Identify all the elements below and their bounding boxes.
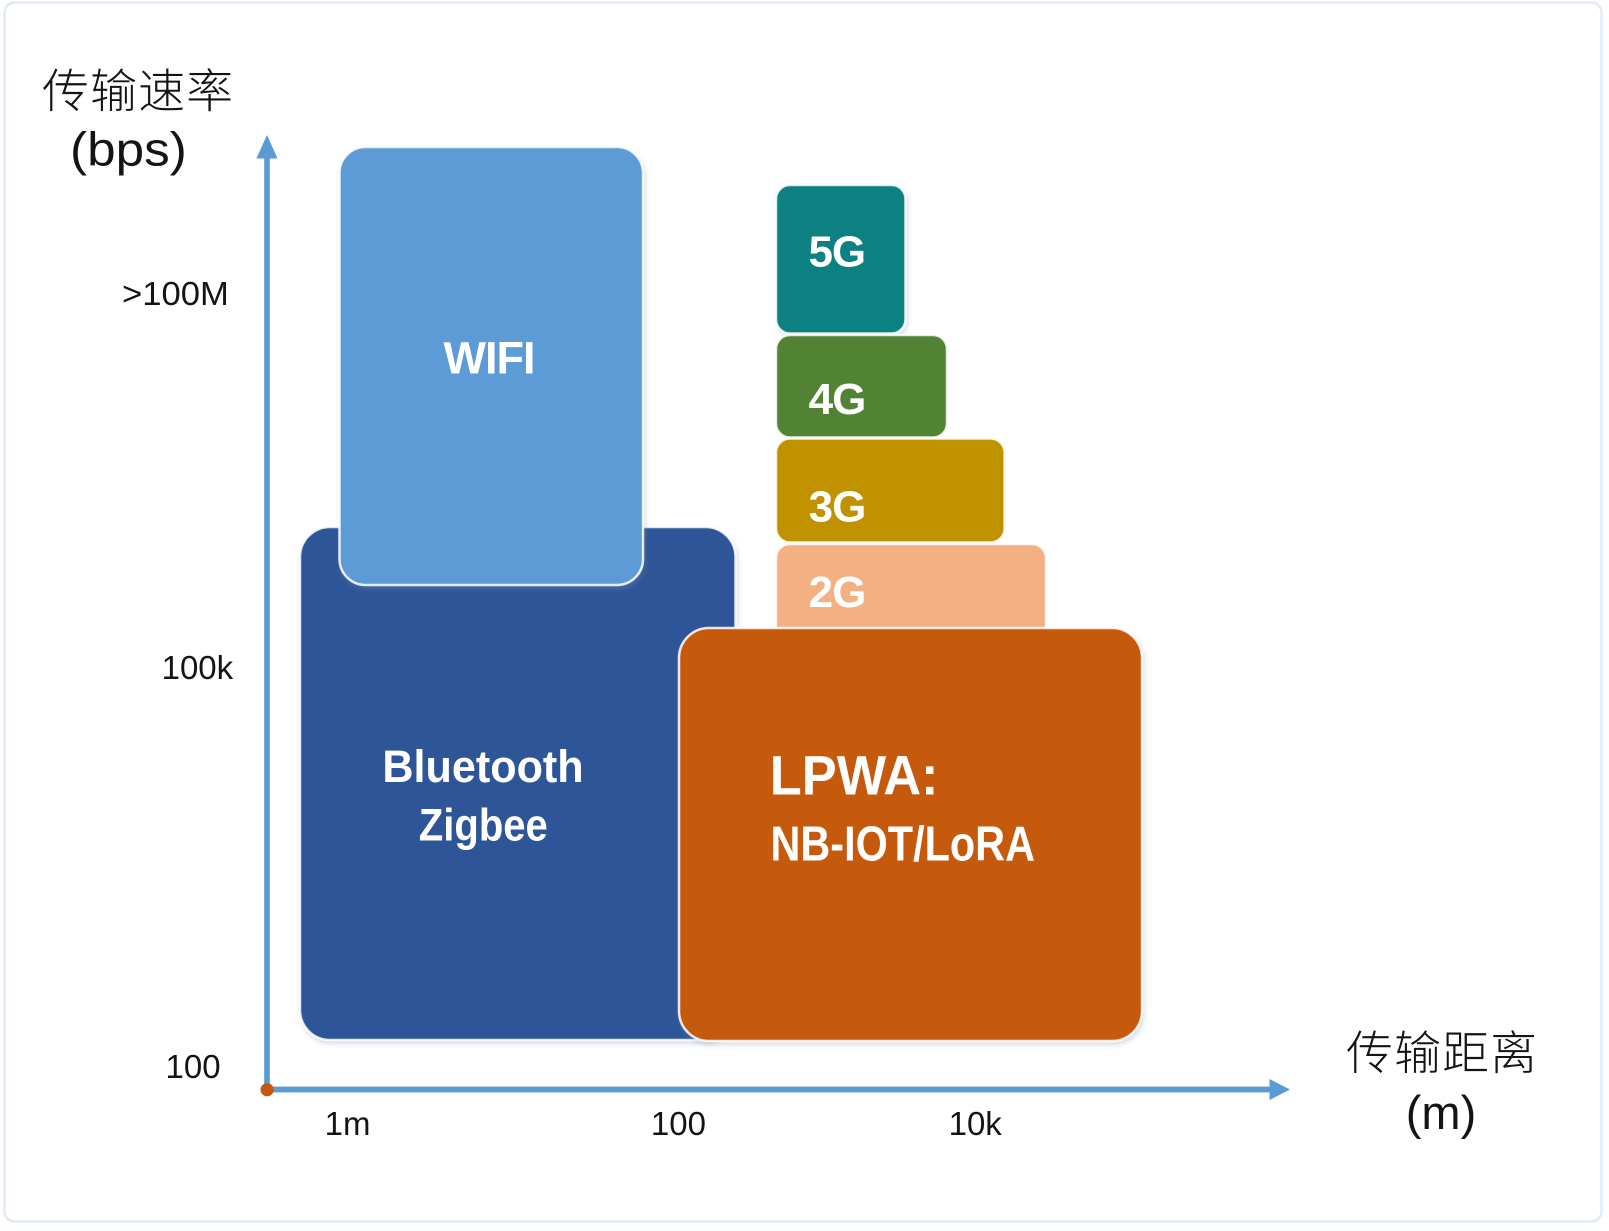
- svg-text:2G: 2G: [809, 568, 866, 617]
- svg-text:>100M: >100M: [122, 276, 229, 313]
- svg-text:LPWA:: LPWA:: [770, 745, 939, 807]
- svg-text:4G: 4G: [809, 375, 866, 424]
- svg-text:WIFI: WIFI: [444, 333, 535, 384]
- svg-text:(bps): (bps): [70, 124, 187, 177]
- svg-text:3G: 3G: [809, 482, 866, 531]
- svg-text:(m): (m): [1406, 1086, 1476, 1139]
- svg-text:1m: 1m: [325, 1105, 371, 1142]
- svg-text:Bluetooth: Bluetooth: [382, 742, 583, 792]
- svg-text:100: 100: [651, 1105, 706, 1142]
- svg-text:NB-IOT/LoRA: NB-IOT/LoRA: [771, 816, 1035, 871]
- svg-text:5G: 5G: [808, 228, 865, 277]
- svg-text:100: 100: [166, 1048, 221, 1085]
- svg-text:Zigbee: Zigbee: [419, 800, 548, 851]
- svg-text:100k: 100k: [162, 649, 234, 686]
- svg-text:10k: 10k: [949, 1105, 1003, 1142]
